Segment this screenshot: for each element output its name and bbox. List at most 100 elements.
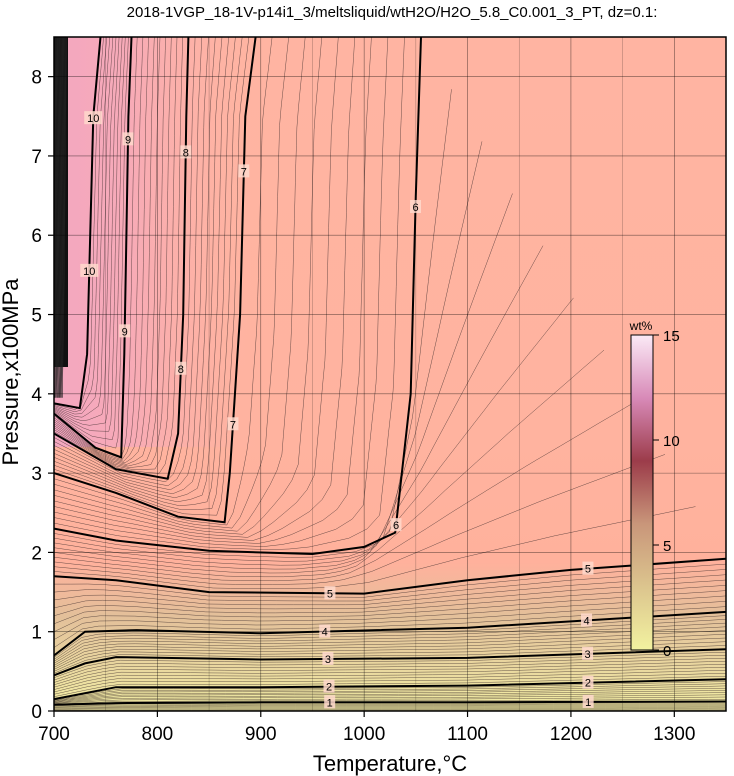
contour-label-bg — [319, 624, 331, 638]
contour-label: 6 — [412, 202, 418, 214]
contour-label: 4 — [322, 627, 328, 639]
minor-contour — [54, 37, 120, 426]
contour-10 — [54, 37, 102, 410]
minor-contour — [54, 563, 726, 598]
contour-label-bg — [119, 324, 131, 338]
contour-label: 2 — [585, 678, 591, 690]
contour-8 — [54, 37, 190, 480]
minor-contour — [54, 349, 605, 578]
minor-contour — [54, 37, 56, 264]
contour-label: 8 — [178, 364, 184, 376]
minor-contour — [57, 37, 62, 398]
minor-contour — [54, 37, 114, 418]
minor-contour — [54, 37, 323, 535]
colorbar-tick-label: 5 — [663, 538, 671, 555]
contour-label: 4 — [583, 615, 589, 627]
minor-contour — [54, 37, 58, 368]
minor-contour — [54, 37, 203, 487]
minor-contour — [54, 685, 726, 702]
minor-contour — [54, 37, 236, 507]
x-axis-label: Temperature,°C — [313, 751, 467, 776]
minor-contour — [54, 705, 726, 709]
minor-contour — [54, 666, 726, 690]
minor-contour — [54, 651, 726, 678]
contour-label: 5 — [327, 588, 333, 600]
minor-contour — [54, 676, 726, 697]
contour-label: 6 — [393, 520, 399, 532]
x-tick-label: 1200 — [550, 724, 592, 745]
minor-contour — [54, 681, 726, 700]
contour-label: 3 — [585, 649, 591, 661]
minor-contour — [54, 590, 726, 625]
minor-contour — [54, 622, 726, 662]
contour-label-bg — [582, 675, 594, 689]
contour-label-bg — [180, 145, 192, 159]
contour-label: 2 — [326, 682, 332, 694]
minor-contour — [54, 663, 726, 688]
minor-contour — [54, 37, 126, 440]
minor-contour — [55, 37, 61, 398]
minor-contour — [54, 37, 123, 432]
minor-contour — [61, 37, 66, 398]
minor-contour — [54, 401, 635, 582]
minor-contour — [54, 569, 726, 602]
minor-contour — [54, 37, 60, 398]
minor-contour — [54, 606, 726, 648]
contour-label-bg — [582, 561, 594, 575]
minor-contour — [54, 37, 216, 495]
minor-contour — [56, 37, 61, 398]
contour-label-bg — [581, 613, 593, 627]
contour-labels: 1 1 2 2 3 3 4 4 5 5 6 6 7 7 8 8 9 9 10 10 — [80, 111, 594, 709]
minor-contour — [54, 637, 726, 670]
minor-contour — [54, 692, 726, 703]
contour-label: 7 — [230, 419, 236, 431]
contour-label: 9 — [125, 134, 131, 146]
minor-contour — [54, 633, 726, 668]
minor-contour — [54, 37, 104, 410]
contour-label: 10 — [87, 113, 99, 125]
x-axis: 700 800 900 1000 1100 1200 1300 — [38, 711, 695, 745]
contour-label: 7 — [241, 166, 247, 178]
x-tick-label: 1000 — [343, 724, 385, 745]
minor-contour — [54, 37, 129, 449]
minor-contour — [54, 37, 107, 413]
minor-contour — [54, 641, 726, 672]
contour-label: 9 — [122, 326, 128, 338]
contour-9 — [54, 37, 133, 459]
plot-frame — [53, 36, 727, 712]
minor-contour — [54, 37, 306, 532]
y-tick-label: 4 — [31, 385, 42, 406]
x-tick-label: 700 — [38, 724, 70, 745]
minor-contour — [54, 37, 166, 467]
minor-contour — [54, 579, 726, 610]
minor-contour — [54, 37, 289, 529]
minor-contour-lines — [54, 37, 726, 711]
minor-contour — [54, 660, 726, 686]
y-tick-label: 1 — [31, 623, 42, 644]
colorbar: wt% 0 5 10 15 — [629, 319, 680, 660]
minor-contour — [54, 585, 726, 617]
colorbar-tick-label: 10 — [663, 433, 680, 450]
contour-label-bg — [582, 646, 594, 660]
minor-contour — [54, 37, 356, 541]
minor-contour — [54, 703, 726, 707]
contour-label-bg — [122, 132, 134, 146]
colorbar-tick-label: 15 — [663, 328, 680, 345]
minor-contour — [54, 37, 389, 547]
minor-contour — [54, 37, 339, 538]
minor-contour — [54, 619, 726, 660]
contour-label-bg — [227, 417, 239, 431]
minor-contour — [54, 699, 726, 705]
minor-contour — [54, 37, 178, 470]
minor-contour — [54, 37, 273, 526]
contour-label-bg — [410, 200, 422, 214]
minor-contour — [54, 37, 405, 550]
minor-contour — [54, 687, 726, 702]
minor-contour — [54, 654, 726, 681]
minor-contour — [54, 574, 726, 606]
y-axis-label: Pressure,x100MPa — [0, 278, 23, 466]
minor-contour — [54, 37, 111, 415]
contour-7 — [54, 37, 257, 524]
contour-label-bg — [390, 518, 402, 532]
y-tick-label: 3 — [31, 464, 42, 485]
